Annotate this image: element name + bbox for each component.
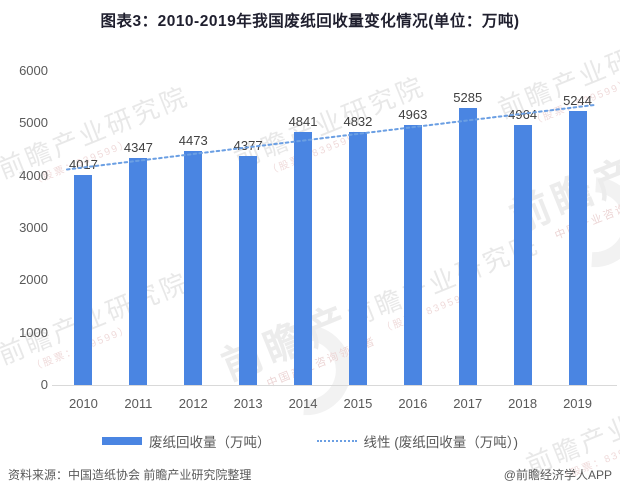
y-tick-label: 6000 [19,63,48,78]
x-tick-label: 2014 [288,396,318,411]
x-tick-label: 2016 [398,396,428,411]
x-tick-label: 2011 [124,396,153,411]
source-text: 资料来源：中国造纸协会 前瞻产业研究院整理 [8,468,252,482]
x-tick-label: 2018 [508,396,538,411]
y-tick-label: 5000 [19,115,48,131]
bar-value-label: 5244 [563,92,592,108]
x-tick-label: 2015 [343,396,373,411]
x-tick-label: 2013 [233,396,263,411]
bar-2016 [403,125,422,385]
bar-2014 [294,131,313,385]
footer: 资料来源：中国造纸协会 前瞻产业研究院整理 @前瞻经济学人APP [0,466,620,483]
y-tick-label: 1000 [19,324,48,340]
bar-2018 [513,125,532,385]
x-tick-label: 2017 [453,396,483,411]
bar-2010 [74,174,93,385]
bar-value-label: 4832 [343,114,373,130]
bar-value-label: 5285 [453,90,483,106]
bar-2017 [458,108,477,385]
y-tick-label: 0 [40,377,48,392]
x-axis-line [52,385,617,386]
legend-bar-swatch [102,437,142,445]
x-tick-label: 2019 [563,396,592,411]
trendline-segment [65,104,596,171]
credit-text: @前瞻经济学人APP [503,468,612,482]
legend-trendline-swatch [316,440,357,442]
legend: 废纸回收量（万吨） 线性 (废纸回收量（万吨）) [0,433,620,450]
bar-2011 [129,157,148,385]
bar-value-label: 4473 [178,132,208,148]
chart-title: 图表3：2010-2019年我国废纸回收量变化情况(单位：万吨) [100,13,520,30]
x-tick-label: 2012 [178,396,208,411]
legend-bar-label: 废纸回收量（万吨） [149,435,271,450]
bar-value-label: 4347 [123,139,153,155]
y-tick-label: 4000 [19,167,48,183]
bar-2015 [348,132,367,385]
x-tick-label: 2010 [68,396,98,411]
legend-trendline-label: 线性 (废纸回收量（万吨）) [363,435,519,450]
bar-value-label: 4963 [398,107,428,123]
bar-2012 [184,150,203,385]
bar-2013 [239,155,258,385]
y-tick-label: 3000 [19,220,48,235]
bar-2019 [568,110,587,385]
bar-value-label: 4841 [288,113,318,129]
y-tick-label: 2000 [19,272,48,288]
